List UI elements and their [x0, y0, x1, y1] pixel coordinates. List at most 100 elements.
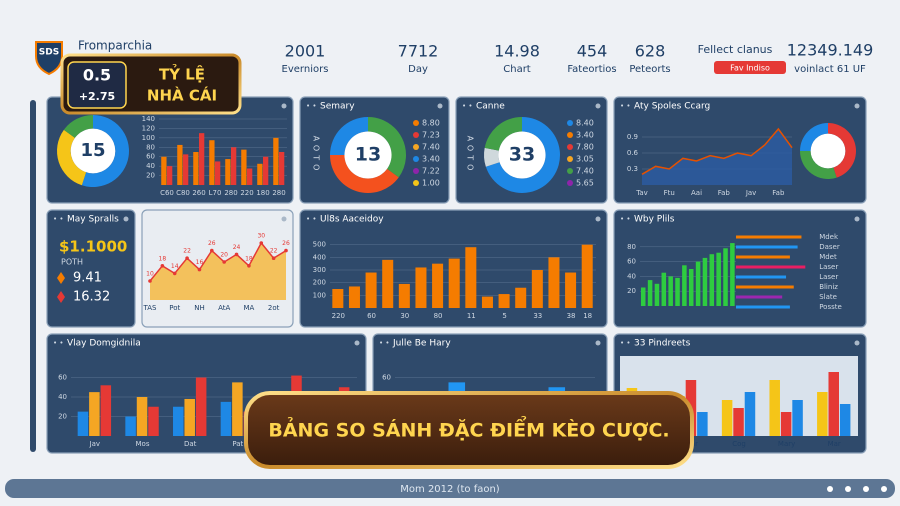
filter-button[interactable] [714, 61, 786, 74]
legend-dot [567, 156, 573, 162]
header: SDS Fromparchia Fellect clanus Fav Indis… [35, 39, 873, 76]
legend-label: 7.40 [576, 167, 594, 176]
bar [209, 140, 215, 185]
bar [263, 156, 269, 185]
bar [382, 259, 394, 308]
panel-menu [854, 103, 860, 109]
hbar-label: Mdek [819, 233, 839, 241]
bar [792, 400, 803, 436]
x-tick-label: AtA [218, 304, 230, 312]
bar [769, 380, 780, 436]
bar [581, 244, 593, 308]
stat-label: Everniors [282, 64, 329, 75]
panel-title: May Spralls [67, 215, 119, 225]
donut-segment [800, 151, 837, 179]
footer: Mom 2012 (to faon) [5, 479, 895, 498]
bar [173, 406, 184, 436]
icon[interactable] [827, 486, 833, 492]
hbar [736, 245, 798, 249]
bar [225, 159, 231, 185]
hbar [736, 295, 783, 299]
bar [231, 147, 237, 185]
y-tick-label: 0.3 [627, 165, 638, 173]
x-tick-label: Cog [732, 440, 746, 448]
bar [448, 258, 460, 308]
data-label: 22 [183, 248, 191, 255]
point [160, 264, 165, 268]
point [197, 267, 202, 272]
legend-label: 3.40 [576, 131, 594, 140]
y-tick-label: 20 [58, 413, 67, 421]
hbar [736, 265, 806, 269]
bar [183, 154, 189, 185]
bar [177, 144, 183, 185]
x-tick-label: C80 [176, 189, 190, 197]
side-label: AOTO [466, 136, 475, 175]
y-tick-label: 80 [146, 143, 155, 151]
x-tick-label: 80 [434, 312, 443, 320]
stat-value: 2001 [285, 42, 326, 61]
stat-label: POTH [61, 258, 83, 267]
panel-title: Aty Spoles Ccarg [634, 102, 710, 112]
icon[interactable] [881, 486, 887, 492]
filter-button-label[interactable]: Fav Indiso [730, 64, 770, 73]
panel-title: Vlay Domgidnila [67, 339, 141, 349]
banner-text: BẢNG SO SÁNH ĐẶC ĐIỂM KÈO CƯỢC. [268, 416, 669, 442]
icon[interactable] [845, 486, 851, 492]
y-tick-label: 100 [142, 134, 155, 142]
hbar [736, 235, 802, 239]
point [148, 279, 152, 283]
legend-label: 3.40 [422, 155, 440, 164]
bar [161, 156, 167, 185]
sidebar [30, 100, 36, 452]
icon[interactable] [863, 486, 869, 492]
y-tick-label: 60 [627, 258, 636, 266]
panel-dots: • • [620, 215, 630, 223]
donut-segment [57, 129, 87, 186]
bar [828, 372, 839, 436]
bar [247, 168, 253, 185]
point [185, 256, 189, 261]
legend-label: 7.23 [422, 131, 440, 140]
x-tick-label: 280 [272, 189, 285, 197]
hbar-label: Laser [819, 273, 838, 281]
bar [199, 133, 205, 185]
y-tick-label: 40 [627, 272, 636, 280]
legend-dot [413, 144, 419, 150]
panel-title: Semary [320, 102, 355, 112]
badge: 0.5 +2.75 TỶ LỆ NHÀ CÁI [60, 53, 242, 115]
line [641, 127, 793, 175]
donut-hole [344, 131, 392, 179]
legend-dot [413, 168, 419, 174]
legend-dot [413, 120, 419, 126]
bar [77, 411, 89, 436]
point [271, 256, 276, 261]
x-tick-label: Aai [691, 189, 702, 197]
bar [675, 277, 680, 306]
panel-menu [854, 216, 860, 222]
hbar [736, 275, 787, 279]
stat-value: 454 [577, 42, 608, 61]
bar [167, 166, 173, 185]
bar [481, 296, 493, 308]
point [247, 264, 251, 268]
stat-up: 9.41 [73, 271, 102, 286]
bar [688, 269, 694, 306]
legend-dot [567, 132, 573, 138]
legend-dot [413, 132, 419, 138]
data-label: 14 [171, 263, 179, 270]
donut-segment [330, 155, 399, 193]
stat-label: Chart [503, 64, 531, 75]
panel-menu [281, 103, 287, 109]
hbar-label: Daser [819, 243, 840, 251]
bar [515, 287, 527, 308]
panel-menu [595, 340, 601, 346]
bar [215, 161, 221, 185]
bar [195, 377, 207, 436]
odds-box [67, 61, 127, 109]
bar [565, 272, 577, 308]
legend-dot [567, 120, 573, 126]
data-label: 10 [146, 271, 154, 278]
donut-segment [483, 147, 500, 167]
